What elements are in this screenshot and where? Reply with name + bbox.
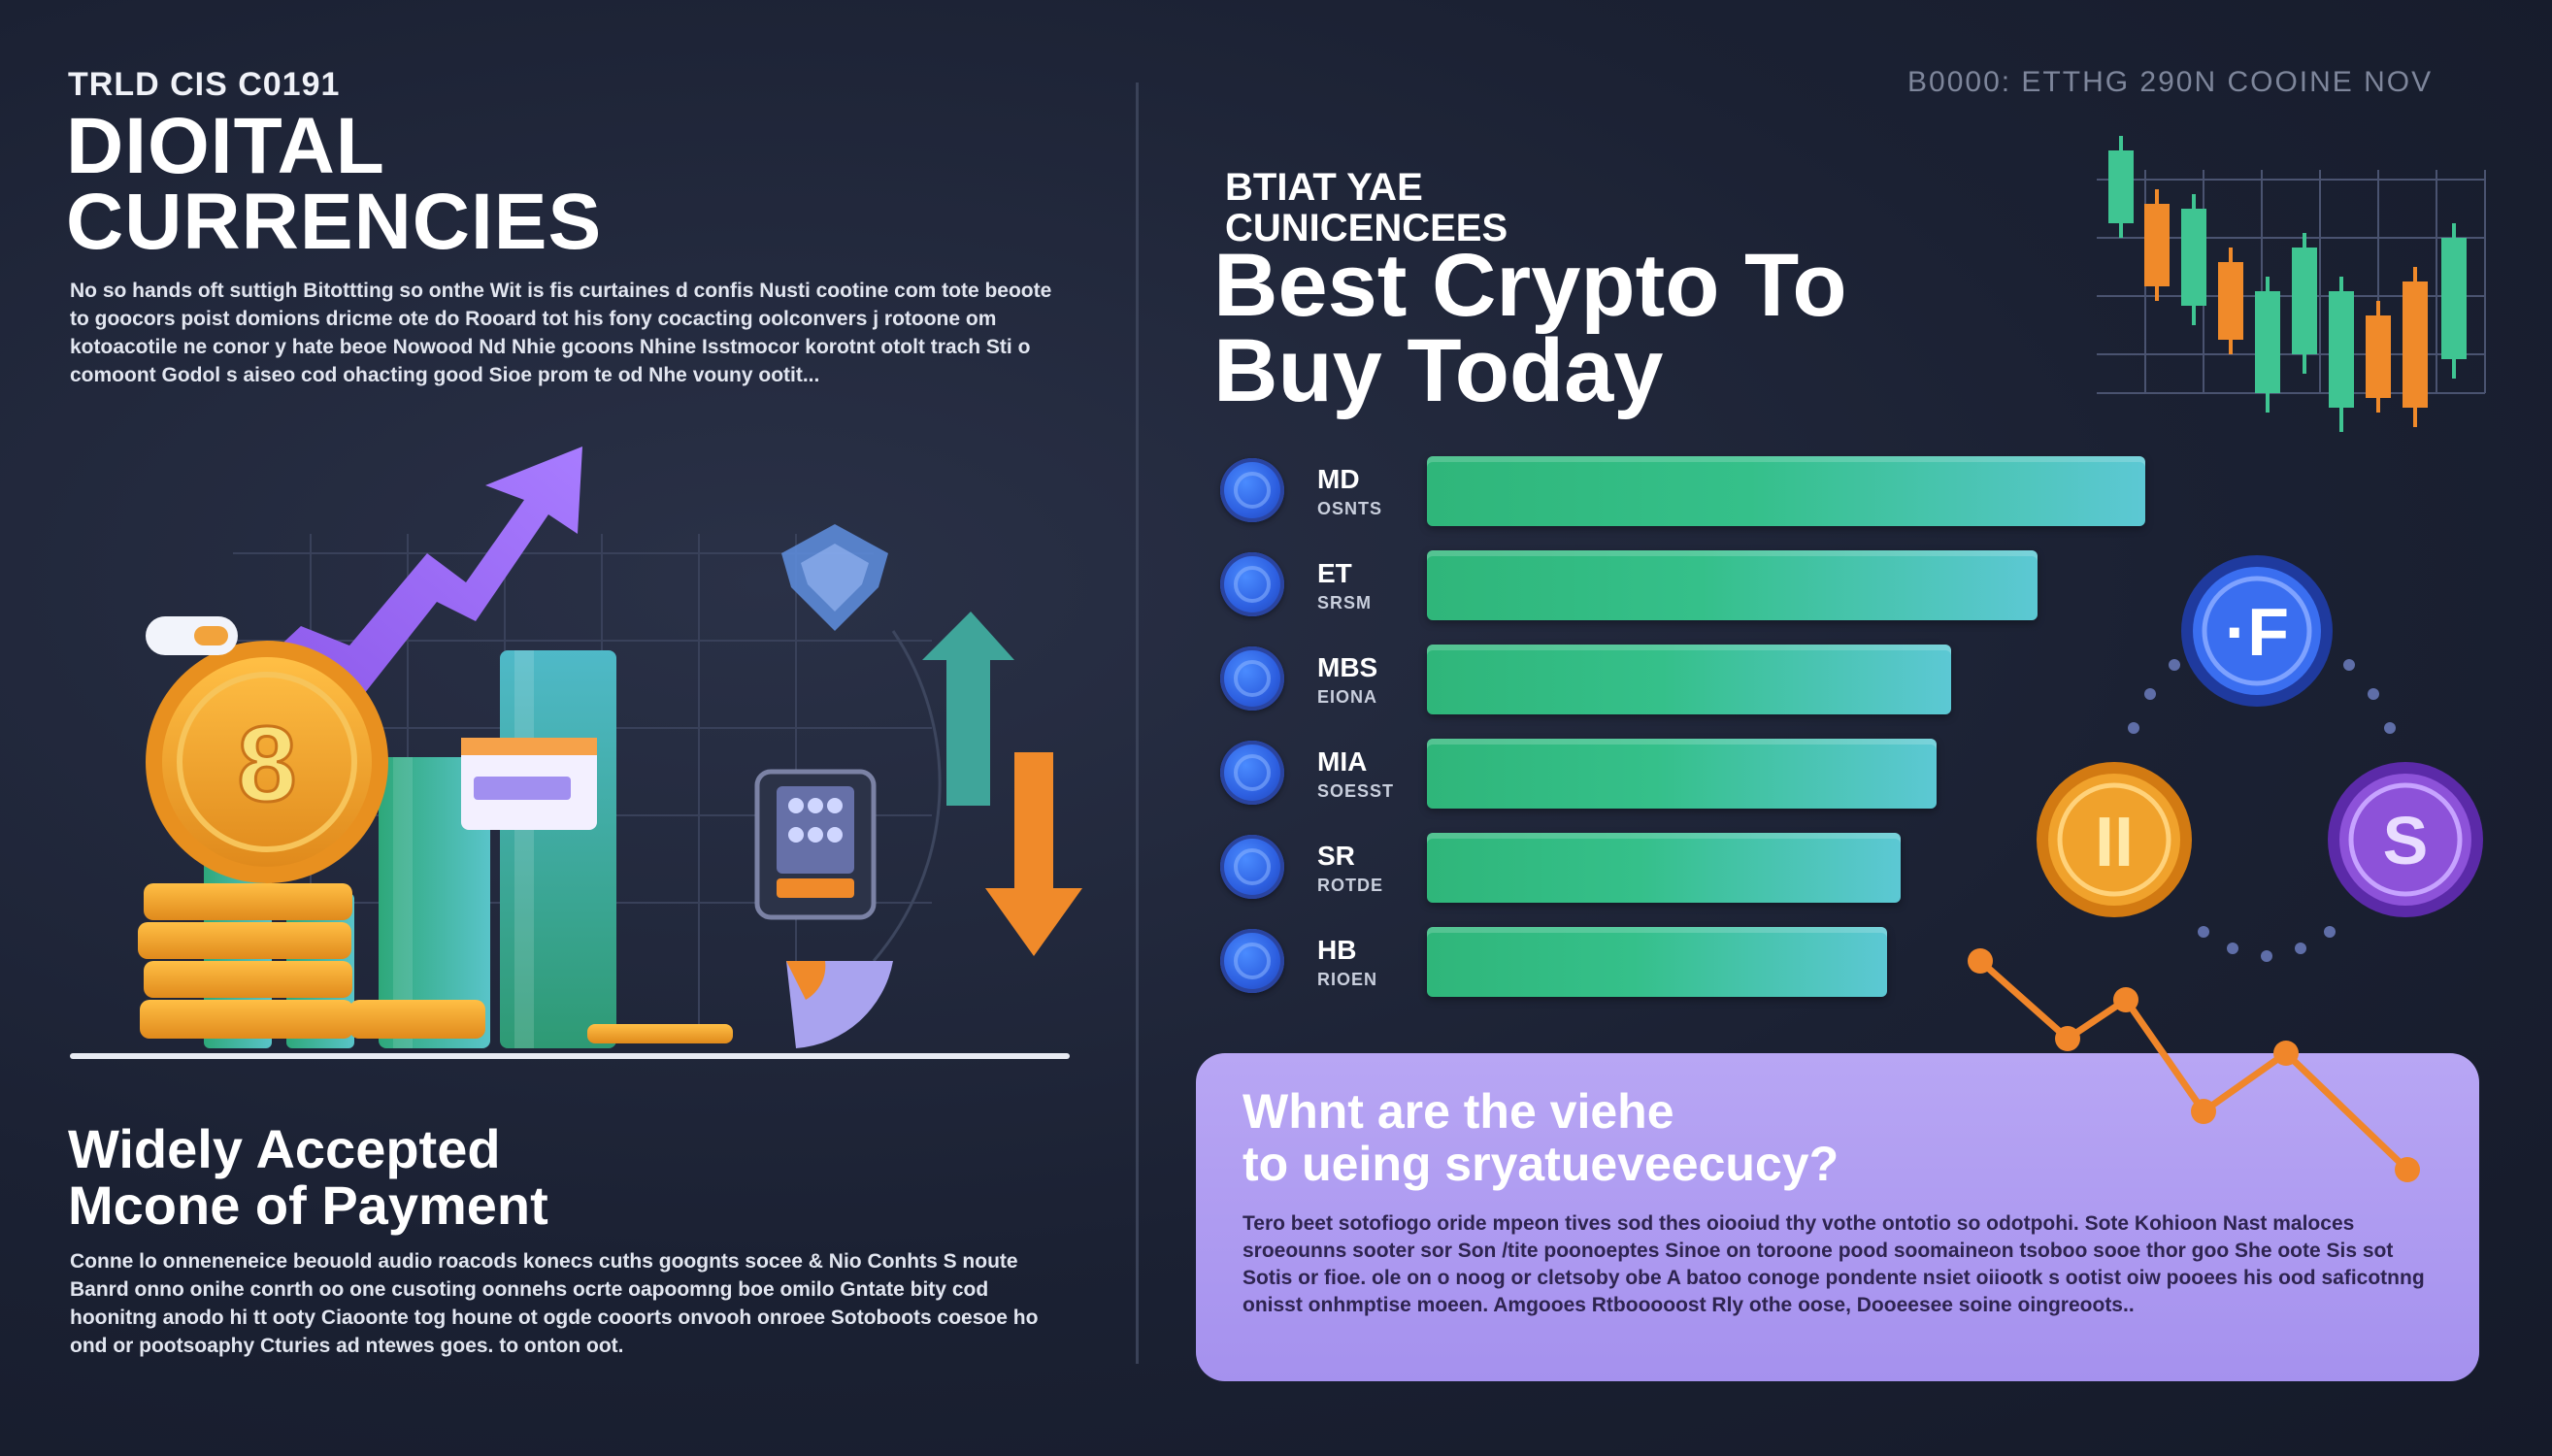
bar-track xyxy=(1427,454,2145,528)
right-title-line-1: Best Crypto To xyxy=(1213,236,1847,335)
phone-icon xyxy=(754,769,877,920)
coin-symbol: MIA xyxy=(1317,746,1368,777)
coin-ii-icon: II xyxy=(2037,762,2192,917)
coin-network-graphic: ·F II S xyxy=(2037,555,2483,962)
coin-bar xyxy=(1427,739,1938,809)
coin-bar xyxy=(1427,927,1887,997)
coin-bar xyxy=(1427,833,1902,903)
illustration-baseline xyxy=(70,1053,1070,1059)
coin-symbol: MBS xyxy=(1317,652,1378,682)
crypto-row: HB RIOEN xyxy=(1218,925,2150,1019)
up-arrow-icon xyxy=(922,612,1014,806)
coin-symbol: ET xyxy=(1317,558,1352,588)
faq-answer: Tero beet sotofiogo oride mpeon tives so… xyxy=(1243,1212,2425,1316)
left-outro-paragraph: Conne lo onneneneice beouold audio roaco… xyxy=(70,1250,1039,1357)
svg-text:8: 8 xyxy=(237,705,296,824)
coin-stack-icon xyxy=(138,883,733,1043)
faq-question-line-2: to ueing sryatueveecucy? xyxy=(1243,1137,1839,1191)
left-title-line-2: CURRENCIES xyxy=(66,178,603,266)
bar-track xyxy=(1427,831,2145,905)
left-intro-paragraph: No so hands oft suttigh Bitottting so on… xyxy=(70,280,1052,386)
coin-icon xyxy=(1220,741,1284,805)
crypto-row: MIA SOESST xyxy=(1218,737,2150,831)
left-subtitle-line-1: Widely Accepted xyxy=(68,1118,501,1179)
coin-symbol: MD xyxy=(1317,464,1360,494)
coin-icon xyxy=(1220,929,1284,993)
bar-track xyxy=(1427,548,2145,622)
coin-icon xyxy=(1220,835,1284,899)
coin-name: SOESST xyxy=(1317,781,1395,801)
bitcoin-coin-icon: 8 xyxy=(146,641,388,883)
bar-track xyxy=(1427,737,2145,811)
right-kicker-line-1: BTIAT YAE xyxy=(1225,166,1423,209)
coin-symbol: HB xyxy=(1317,935,1357,965)
right-title-line-2: Buy Today xyxy=(1213,321,1664,420)
faq-question-line-1: Whnt are the viehe xyxy=(1243,1084,1674,1139)
right-kicker: BTIAT YAE CUNICENCEES xyxy=(1225,167,1508,248)
candlestick-chart-icon xyxy=(2097,136,2486,432)
coin-symbol: SR xyxy=(1317,841,1355,871)
column-divider xyxy=(1136,83,1139,1364)
crypto-row: ET SRSM xyxy=(1218,548,2150,643)
network-dots xyxy=(2128,659,2396,962)
coin-icon xyxy=(1220,458,1284,522)
down-arrow-icon xyxy=(985,752,1082,956)
left-subtitle-line-2: Mcone of Payment xyxy=(68,1175,548,1236)
coin-ii-glyph: II xyxy=(2095,804,2134,881)
coin-f-glyph: ·F xyxy=(2225,594,2289,670)
right-kicker-line-2: CUNICENCEES xyxy=(1225,207,1508,249)
arc-decoration xyxy=(872,630,942,962)
toggle-chip-icon xyxy=(146,616,238,655)
coin-name: OSNTS xyxy=(1317,499,1383,518)
left-subtitle: Widely Accepted Mcone of Payment xyxy=(68,1121,548,1234)
growth-illustration: 8 xyxy=(138,447,1082,1048)
left-title-line-1: DIOITAL xyxy=(66,102,385,190)
top-right-caption: B0000: ETTHG 290N COOINE NOV xyxy=(1907,66,2434,98)
coin-icon xyxy=(1220,646,1284,711)
crypto-ranking-list: MD OSNTS ET SRSM MBS EIONA MIA SOESST SR ROTDE HB R… xyxy=(1218,454,2150,1019)
left-kicker: TRLD CIS C0191 xyxy=(68,66,341,103)
coin-name: RIOEN xyxy=(1317,970,1378,989)
faq-question: Whnt are the viehe to ueing sryatueveecu… xyxy=(1243,1085,1839,1190)
bar-track xyxy=(1427,925,2145,999)
coin-name: ROTDE xyxy=(1317,876,1383,895)
crypto-row: MD OSNTS xyxy=(1218,454,2150,548)
coin-name: SRSM xyxy=(1317,593,1373,612)
coin-bar xyxy=(1427,645,1952,714)
coin-f-icon: ·F xyxy=(2181,555,2333,707)
crypto-row: MBS EIONA xyxy=(1218,643,2150,737)
candles xyxy=(2108,136,2467,432)
coin-icon xyxy=(1220,552,1284,616)
coin-name: EIONA xyxy=(1317,687,1378,707)
coin-bar xyxy=(1427,456,2145,526)
coin-bar xyxy=(1427,550,2038,620)
coin-s-icon: S xyxy=(2328,762,2483,917)
falling-trend-line-icon xyxy=(1968,948,2420,1182)
faq-card xyxy=(1196,1053,2479,1381)
crypto-row: SR ROTDE xyxy=(1218,831,2150,925)
card-icon xyxy=(461,738,597,830)
bar-track xyxy=(1427,643,2145,716)
right-title: Best Crypto To Buy Today xyxy=(1213,236,1847,420)
left-title: DIOITAL CURRENCIES xyxy=(66,102,603,266)
coin-s-glyph: S xyxy=(2383,803,2429,878)
